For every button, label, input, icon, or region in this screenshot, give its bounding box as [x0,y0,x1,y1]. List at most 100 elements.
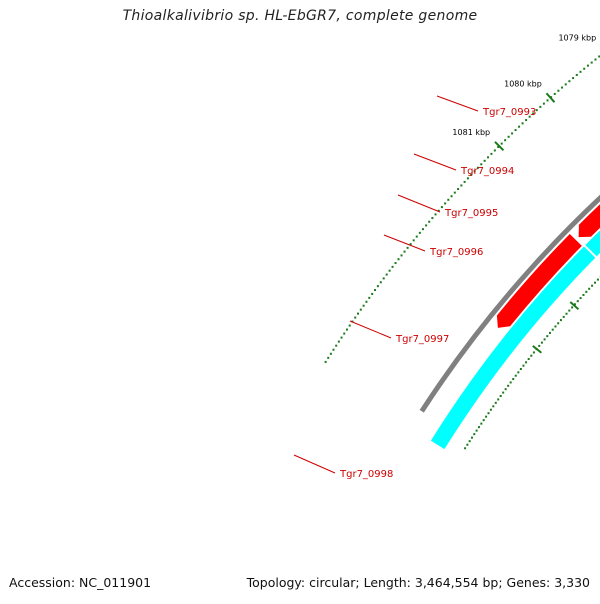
outer-scale-dot [404,251,406,253]
gene-label: Tgr7_0995 [444,208,498,219]
outer-scale-dot [330,353,332,355]
outer-scale-dot [490,153,492,155]
inner-scale-dot [515,375,517,377]
outer-scale-dot [554,93,556,95]
outer-scale-dot [454,192,456,194]
outer-scale-dot [389,270,391,272]
scale-label: 1081 kbp [452,128,490,137]
inner-scale-dot [538,345,540,347]
outer-scale-dot [363,305,365,307]
inner-scale-dot [588,288,590,290]
inner-scale-dot [497,398,499,400]
inner-scale-dot [495,402,497,404]
inner-scale-dot [549,332,551,334]
inner-scale-dot [520,368,522,370]
inner-scale-dot [528,358,530,360]
inner-scale-dot [505,388,507,390]
outer-scale-dot [422,228,424,230]
outer-scale-dot [333,349,335,351]
outer-scale-dot [594,59,596,61]
inner-scale-dot [466,444,468,446]
outer-scale-dot [583,68,585,70]
inner-scale-dot [485,416,487,418]
outer-scale-dot [464,181,466,183]
inner-scale-dot [476,430,478,432]
outer-scale-dot [441,206,443,208]
outer-scale-dot [447,199,449,201]
outer-scale-dot [341,337,343,339]
outer-scale-dot [467,177,469,179]
outer-scale-dot [480,163,482,165]
gene-label-leader [437,96,478,111]
outer-scale-dot [547,99,549,101]
outer-scale-dot [386,274,388,276]
inner-scale-dot [483,419,485,421]
inner-scale-dot [502,392,504,394]
gene-label-leader [294,455,335,473]
inner-scale-dot [487,412,489,414]
outer-scale-dot [444,202,446,204]
inner-scale-dot [490,409,492,411]
outer-scale-dot [561,87,563,89]
outer-scale-dot [360,309,362,311]
gene-label-leader [414,154,456,170]
inner-scale-dot [591,285,593,287]
outer-scale-dot [487,156,489,158]
outer-scale-dot [435,213,437,215]
outer-scale-dot [591,62,593,64]
inner-scale-dot [530,355,532,357]
outer-scale-dot [383,277,385,279]
outer-scale-dot [451,195,453,197]
inner-scale-dot [544,338,546,340]
inner-scale-dot [512,378,514,380]
outer-scale-dot [501,143,503,145]
gene-label: Tgr7_0996 [429,247,483,258]
outer-scale-dot [515,129,517,131]
inner-scale-dot [560,319,562,321]
outer-scale-dot [327,357,329,359]
outer-scale-dot [335,345,337,347]
gene-label-leader [384,235,425,251]
outer-scale-dot [368,297,370,299]
inner-scale-dot [582,294,584,296]
scale-label: 1080 kbp [504,79,542,88]
outer-scale-dot [419,232,421,234]
outer-scale-dot [557,90,559,92]
gene-label: Tgr7_0998 [339,469,393,480]
outer-scale-dot [565,83,567,85]
outer-scale-dot [407,247,409,249]
outer-scale-dot [425,224,427,226]
outer-scale-dot [522,122,524,124]
scale-dots [325,0,600,449]
inner-scale-dot [552,329,554,331]
outer-scale-dot [504,139,506,141]
outer-scale-dot [343,333,345,335]
gene-label: Tgr7_0994 [460,166,514,177]
outer-scale-dot [374,289,376,291]
gene-label: Tgr7_0993 [482,107,536,118]
outer-scale-dot [428,221,430,223]
outer-scale-dot [354,317,356,319]
outer-scale-dot [518,126,520,128]
gene-label: Tgr7_0997 [395,334,449,345]
outer-scale-dot [349,325,351,327]
outer-scale-dot [416,236,418,238]
outer-scale-dot [431,217,433,219]
outer-scale-dot [572,77,574,79]
outer-scale-dot [371,293,373,295]
inner-scale-dot [580,297,582,299]
outer-scale-dot [413,239,415,241]
outer-scale-dot [338,341,340,343]
outer-scale-dot [525,119,527,121]
inner-scale-dot [480,423,482,425]
outer-scale-dot [539,106,541,108]
outer-scale-dot [346,329,348,331]
outer-scale-dot [460,184,462,186]
outer-scale-dot [365,301,367,303]
outer-scale-dot [587,65,589,67]
outer-scale-dot [392,266,394,268]
outer-scale-dot [494,149,496,151]
inner-scale-dot [554,325,556,327]
forward-strand-genes [497,0,600,328]
